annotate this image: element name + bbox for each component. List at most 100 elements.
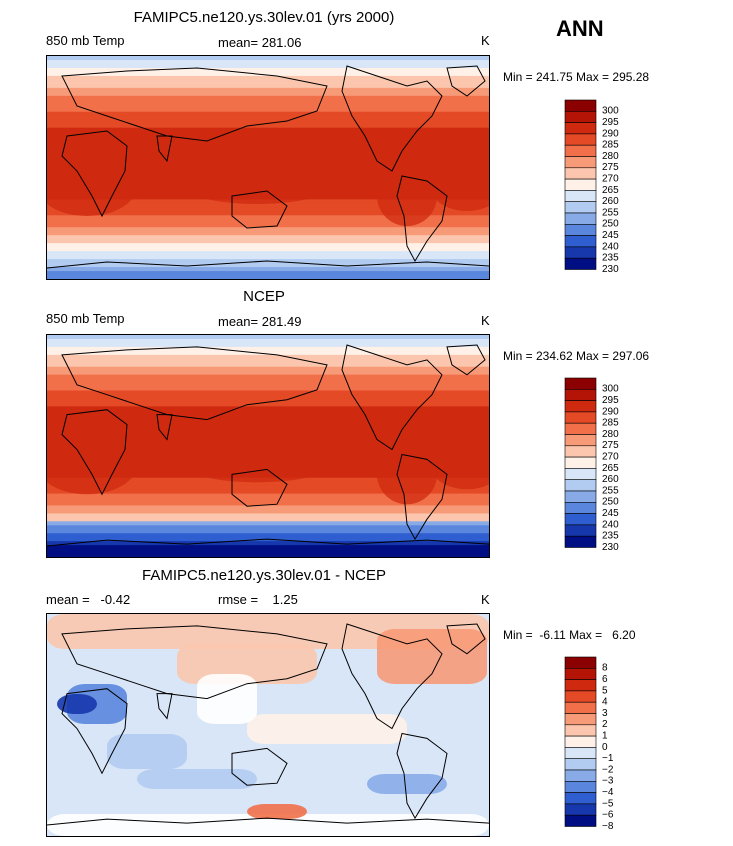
- continent-coastline: [231, 468, 288, 507]
- warm-pool: [167, 148, 347, 204]
- temperature-band: [47, 107, 489, 113]
- temperature-band: [47, 493, 489, 499]
- panel3-mean-label: mean = -0.42: [46, 592, 131, 607]
- colorbar-swatch: [564, 156, 597, 169]
- colorbar-swatch: [564, 235, 597, 248]
- colorbar-swatch: [564, 814, 597, 827]
- temperature-band: [47, 103, 489, 109]
- colorbar-swatch: [564, 400, 597, 413]
- panel1-colorbar-svg: 3002952902852802752702652602552502452402…: [564, 99, 619, 275]
- panel3-title: FAMIPC5.ne120.ys.30lev.01 - NCEP: [142, 567, 386, 584]
- temperature-band: [47, 119, 489, 125]
- colorbar-swatch: [564, 490, 597, 503]
- colorbar-swatch: [564, 713, 597, 726]
- continent-coastline: [231, 747, 288, 786]
- panel1-mean-label: mean= 281.06: [218, 35, 302, 50]
- colorbar-tick-label: 255: [602, 207, 619, 218]
- colorbar-swatch: [564, 445, 597, 458]
- panel1-map: [46, 55, 490, 280]
- difference-region: [47, 814, 489, 836]
- temperature-band: [47, 59, 489, 65]
- continent-coastline: [61, 346, 328, 421]
- colorbar-tick-label: 285: [602, 418, 619, 429]
- temperature-band: [47, 529, 489, 534]
- colorbar-swatch: [564, 257, 597, 270]
- temperature-band: [47, 83, 489, 89]
- colorbar-swatch: [564, 178, 597, 191]
- temperature-band: [47, 354, 489, 360]
- panel3-rmse-label: rmse = 1.25: [218, 592, 298, 607]
- difference-region: [367, 774, 447, 794]
- colorbar-tick-label: 230: [602, 264, 619, 275]
- temperature-band: [47, 485, 489, 491]
- colorbar-tick-label: 290: [602, 406, 619, 417]
- temperature-band: [47, 207, 489, 212]
- difference-region: [377, 629, 487, 684]
- temperature-band: [47, 243, 489, 248]
- colorbar-swatch: [564, 468, 597, 481]
- temperature-band: [47, 505, 489, 511]
- temperature-band: [47, 263, 489, 268]
- temperature-band: [47, 497, 489, 503]
- colorbar-tick-label: 240: [602, 519, 619, 530]
- warm-pool: [167, 426, 347, 483]
- colorbar-tick-label: 0: [602, 742, 608, 753]
- temperature-band: [47, 394, 489, 400]
- colorbar-swatch: [564, 803, 597, 816]
- colorbar-swatch: [564, 434, 597, 447]
- colorbar-tick-label: 275: [602, 440, 619, 451]
- temperature-band: [47, 382, 489, 388]
- colorbar-swatch: [564, 190, 597, 203]
- warm-pool: [47, 434, 137, 495]
- temperature-band: [47, 481, 489, 487]
- temperature-band: [47, 418, 489, 423]
- colorbar-swatch: [564, 479, 597, 492]
- continent-coastline: [396, 732, 448, 820]
- colorbar-tick-label: 1: [602, 731, 608, 742]
- colorbar-tick-label: 8: [602, 663, 608, 674]
- colorbar-tick-label: −8: [602, 821, 614, 832]
- colorbar-swatch: [564, 792, 597, 805]
- colorbar-swatch: [564, 411, 597, 424]
- temperature-band: [47, 517, 489, 522]
- colorbar-tick-label: −5: [602, 798, 614, 809]
- colorbar-swatch: [564, 224, 597, 236]
- difference-region: [137, 769, 257, 789]
- antarctica-coastline: [47, 538, 489, 547]
- colorbar-tick-label: 250: [602, 497, 619, 508]
- continent-coastline: [61, 130, 128, 218]
- temperature-band: [47, 386, 489, 392]
- antarctica-coastline: [47, 817, 489, 826]
- panel1-minmax-label: Min = 241.75 Max = 295.28: [503, 70, 650, 84]
- warm-pool: [377, 444, 437, 505]
- colorbar-tick-label: 245: [602, 230, 619, 241]
- temperature-band: [47, 398, 489, 403]
- colorbar-tick-label: 300: [602, 384, 619, 395]
- temperature-band: [47, 271, 489, 276]
- temperature-band: [47, 338, 489, 344]
- temperature-band: [47, 111, 489, 117]
- temperature-band: [47, 525, 489, 530]
- colorbar-swatch: [564, 167, 597, 180]
- colorbar-swatch: [564, 679, 597, 692]
- temperature-band: [47, 127, 489, 133]
- colorbar-tick-label: 4: [602, 697, 608, 708]
- temperature-band: [47, 406, 489, 411]
- difference-region: [197, 674, 257, 724]
- season-label: ANN: [556, 16, 604, 41]
- colorbar-swatch: [564, 122, 597, 135]
- temperature-band: [47, 227, 489, 232]
- colorbar-tick-label: 250: [602, 219, 619, 230]
- colorbar-tick-label: 2: [602, 719, 608, 730]
- colorbar-tick-label: 300: [602, 106, 619, 117]
- colorbar-tick-label: 270: [602, 174, 619, 185]
- continent-coastline: [231, 190, 288, 229]
- temperature-band: [47, 255, 489, 260]
- colorbar-tick-label: 5: [602, 685, 608, 696]
- colorbar-swatch: [564, 111, 597, 123]
- panel1-colorbar: 300 295 290 285 280 275 270 265 260 255 250 245 240 2…: [564, 99, 685, 275]
- temperature-band: [47, 95, 489, 101]
- panel2-colorbar: 300 295 290 285 280 275 270 265 260 255 250 245 240 2…: [564, 377, 685, 553]
- temperature-band: [47, 223, 489, 228]
